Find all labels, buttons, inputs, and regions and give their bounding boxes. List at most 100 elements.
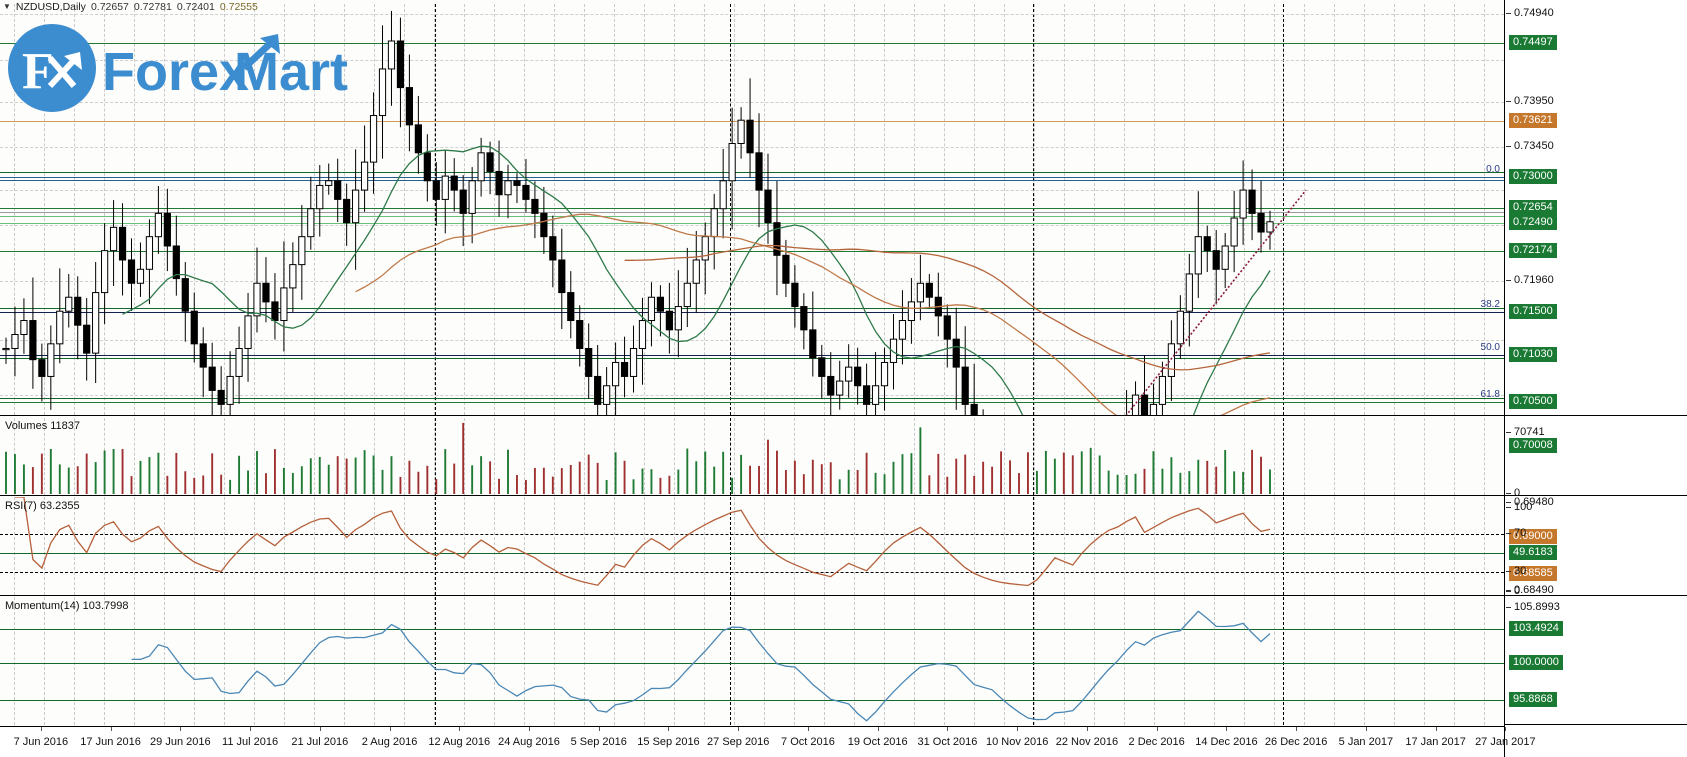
indicator-line bbox=[624, 244, 1271, 371]
vertical-gridline bbox=[1154, 4, 1155, 415]
vertical-gridline bbox=[644, 497, 645, 595]
time-axis-tick bbox=[947, 727, 949, 731]
price-chart-panel[interactable]: 0.038.250.061.878.6100.0 bbox=[0, 4, 1504, 415]
vertical-gridline bbox=[344, 597, 345, 725]
vertical-gridline bbox=[1424, 4, 1425, 415]
vertical-gridline bbox=[884, 4, 885, 415]
quote-low: 0.72401 bbox=[176, 0, 215, 13]
vertical-gridline bbox=[494, 418, 495, 495]
candlestick bbox=[1257, 180, 1265, 253]
symbol-label: NZDUSD,Daily bbox=[15, 0, 86, 13]
price-scale-tick: 0.68490 bbox=[1505, 584, 1687, 596]
momentum-caption: Momentum(14) 103.7998 bbox=[5, 600, 129, 612]
vertical-gridline bbox=[1154, 597, 1155, 725]
horizontal-gridline bbox=[0, 340, 1504, 341]
triangle-down-icon[interactable]: ▼ bbox=[3, 1, 11, 11]
vertical-gridline-major bbox=[435, 4, 436, 415]
vertical-gridline bbox=[464, 418, 465, 495]
momentum-panel[interactable] bbox=[0, 597, 1504, 725]
vertical-gridline bbox=[704, 597, 705, 725]
vertical-gridline bbox=[194, 597, 195, 725]
time-axis-tick bbox=[1017, 727, 1019, 731]
vertical-gridline bbox=[824, 497, 825, 595]
vertical-gridline bbox=[1334, 4, 1335, 415]
fibonacci-level-label: 38.2 bbox=[1480, 299, 1500, 310]
candlestick bbox=[459, 175, 467, 247]
vertical-gridline bbox=[464, 597, 465, 725]
price-scale-tick: 0.71960 bbox=[1505, 274, 1687, 286]
vertical-gridline-major bbox=[1283, 597, 1284, 725]
logo-svg: F Forex Mart bbox=[8, 24, 348, 112]
candlestick bbox=[83, 298, 91, 381]
vertical-gridline bbox=[74, 597, 75, 725]
trendline bbox=[1125, 189, 1307, 415]
vertical-gridline bbox=[1034, 418, 1035, 495]
price-scale-tick: 0.73950 bbox=[1505, 95, 1687, 107]
rsi-caption: RSI(7) 63.2355 bbox=[5, 500, 80, 512]
vertical-gridline bbox=[1034, 597, 1035, 725]
candlestick bbox=[423, 134, 431, 202]
candlestick bbox=[432, 162, 440, 226]
quote-open: 0.72657 bbox=[90, 0, 129, 13]
price-level-tag: 0.70500 bbox=[1509, 394, 1557, 409]
vertical-gridline bbox=[1364, 597, 1365, 725]
candlestick bbox=[862, 363, 871, 415]
price-scale[interactable]: 0.74940 0.73950 0.73450 0.71960 0.69480 0.684… bbox=[1504, 0, 1687, 757]
rsi-panel[interactable] bbox=[0, 497, 1504, 595]
candlestick bbox=[925, 274, 933, 309]
candlestick bbox=[1203, 225, 1211, 273]
vertical-gridline bbox=[344, 497, 345, 595]
vertical-gridline bbox=[1274, 497, 1275, 595]
time-axis-label: 5 Sep 2016 bbox=[570, 736, 627, 748]
vertical-gridline bbox=[164, 418, 165, 495]
rsi-scale-tick: 100 bbox=[1505, 501, 1687, 513]
scale-tick-mark bbox=[1506, 493, 1511, 494]
time-axis[interactable]: 7 Jun 2016 17 Jun 2016 29 Jun 2016 11 Jul 2… bbox=[0, 726, 1536, 757]
candlestick bbox=[316, 165, 324, 237]
candlestick bbox=[952, 307, 960, 410]
price-scale-tick: 0.74940 bbox=[1505, 7, 1687, 19]
momentum-level-line bbox=[0, 629, 1504, 630]
brand-arrow-head bbox=[260, 34, 280, 54]
scale-tick-mark bbox=[1506, 13, 1511, 14]
rsi-scale-tick: 70 bbox=[1505, 527, 1687, 539]
vertical-gridline bbox=[104, 497, 105, 595]
candlestick bbox=[289, 242, 297, 313]
candlestick bbox=[701, 222, 709, 295]
vertical-gridline bbox=[1004, 418, 1005, 495]
vertical-gridline bbox=[104, 4, 105, 415]
candlestick bbox=[809, 291, 817, 377]
vertical-gridline bbox=[44, 418, 45, 495]
vertical-gridline bbox=[1304, 418, 1305, 495]
candlestick bbox=[172, 215, 180, 296]
vertical-gridline bbox=[1004, 497, 1005, 595]
vertical-gridline bbox=[554, 418, 555, 495]
time-axis-label: 19 Oct 2016 bbox=[847, 736, 908, 748]
vertical-gridline bbox=[584, 497, 585, 595]
time-axis-tick bbox=[319, 727, 321, 731]
vertical-gridline-major bbox=[1033, 597, 1034, 725]
vertical-gridline-major bbox=[435, 597, 436, 725]
vertical-gridline bbox=[794, 4, 795, 415]
rsi-scale-tick: 0 bbox=[1505, 585, 1687, 597]
price-level-line bbox=[0, 402, 1504, 403]
vertical-gridline bbox=[794, 497, 795, 595]
candlestick bbox=[181, 262, 189, 342]
candlestick bbox=[961, 326, 969, 415]
candlestick bbox=[549, 215, 557, 288]
time-axis-tick bbox=[1156, 727, 1158, 731]
price-level-line bbox=[0, 208, 1504, 209]
vertical-gridline bbox=[734, 597, 735, 725]
vertical-gridline bbox=[914, 418, 915, 495]
vertical-gridline-major bbox=[1283, 418, 1284, 495]
price-level-line bbox=[0, 355, 1504, 356]
vertical-gridline bbox=[854, 497, 855, 595]
quote-close: 0.72555 bbox=[219, 0, 258, 13]
candlestick bbox=[11, 306, 19, 377]
price-level-line bbox=[0, 216, 1504, 217]
candlestick bbox=[818, 344, 826, 399]
candlestick bbox=[262, 257, 270, 323]
time-axis-tick bbox=[598, 727, 600, 731]
volumes-panel[interactable] bbox=[0, 418, 1504, 495]
vertical-gridline bbox=[284, 4, 285, 415]
